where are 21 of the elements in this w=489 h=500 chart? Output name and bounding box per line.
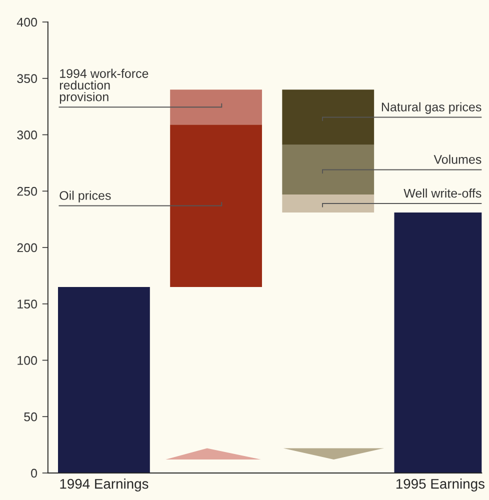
x-tick-label: 1994 Earnings (60, 478, 148, 492)
y-tick-label: 150 (18, 300, 38, 309)
bar (170, 124, 262, 287)
y-tick-label: 250 (17, 186, 38, 196)
y-tick-label: 100 (18, 356, 38, 365)
text: Well write-offs (404, 188, 482, 198)
text: Oil prices (60, 190, 111, 202)
series-label: 1994 work-force reduction provision (60, 68, 148, 104)
y-tick-label: 350 (17, 74, 38, 84)
text: Volumes (434, 154, 482, 164)
x-tick-label: 1995 Earnings (396, 478, 484, 492)
y-tick-label: 0 (31, 468, 38, 478)
series-label: Natural gas prices (382, 102, 482, 114)
y-tick-label: 50 (24, 412, 38, 422)
bar (170, 90, 262, 125)
y-tick-label: 200 (17, 243, 38, 252)
bar (282, 144, 374, 195)
bar (282, 194, 374, 213)
bar (282, 90, 374, 145)
y-tick-label: 300 (17, 130, 38, 140)
y-tick-label: 400 (16, 18, 38, 27)
